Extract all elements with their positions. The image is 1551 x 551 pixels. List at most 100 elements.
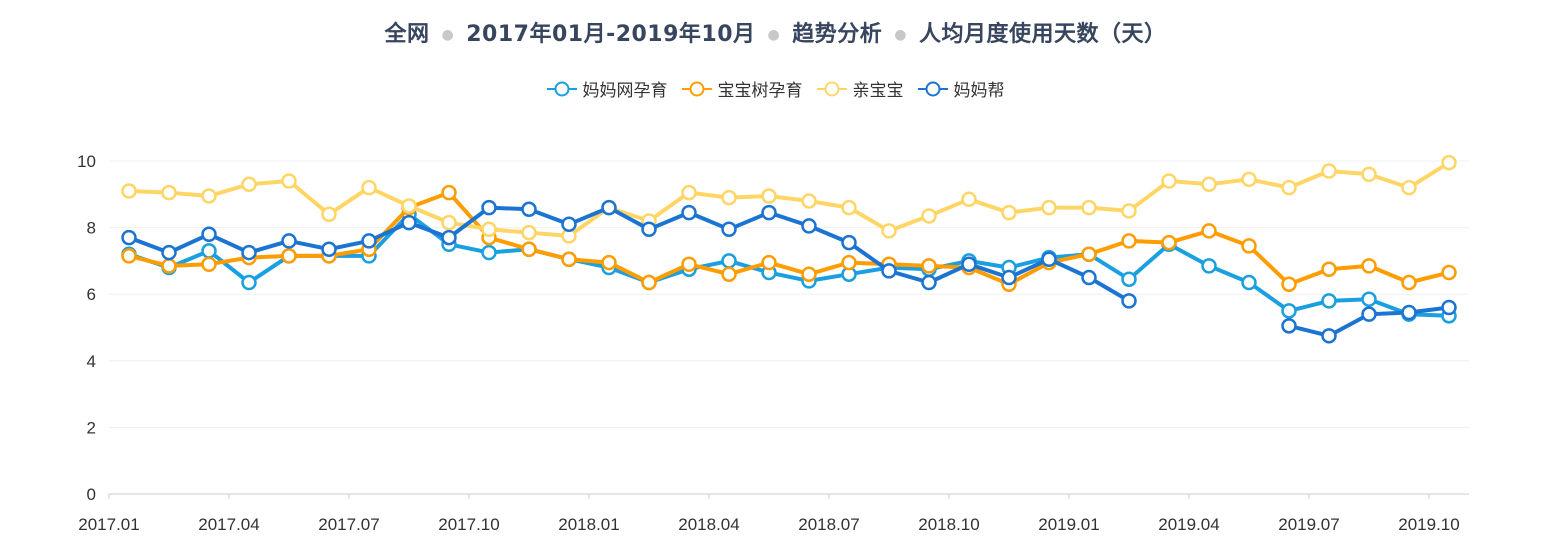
data-point [561, 251, 577, 267]
data-point [441, 214, 457, 231]
data-point [401, 214, 417, 231]
series-2 [121, 154, 1457, 244]
legend-label: 宝宝树孕育 [717, 81, 803, 101]
series-line [128, 212, 1450, 318]
data-point [281, 233, 297, 249]
data-point [481, 199, 497, 216]
legend-label: 亲宝宝 [852, 81, 904, 101]
data-point [721, 221, 737, 238]
data-point [281, 173, 297, 189]
data-point [681, 184, 697, 201]
data-point [561, 216, 577, 233]
data-point [761, 204, 777, 221]
legend-marker-icon [917, 81, 948, 96]
y-tick-label: 6 [87, 285, 96, 304]
data-point [1161, 173, 1177, 189]
series-line [128, 161, 1451, 238]
data-point [721, 253, 737, 269]
data-point [521, 224, 537, 241]
data-point [1081, 246, 1097, 262]
data-point [841, 234, 857, 251]
data-point [1281, 276, 1297, 292]
data-point [1401, 179, 1417, 196]
data-point [1081, 269, 1097, 286]
data-point [1281, 303, 1297, 319]
data-point [1441, 264, 1457, 281]
chart-title: 全网 ● 2017年01月-2019年10月 ● 趋势分析 ● 人均月度使用天数（天） [0, 16, 1551, 48]
x-tick-label: 2017.10 [438, 515, 499, 534]
data-point [201, 256, 217, 272]
legend-marker-icon [546, 81, 577, 96]
data-point [601, 199, 617, 216]
data-point [721, 266, 737, 282]
y-tick-label: 4 [87, 352, 96, 371]
series-line [128, 205, 1450, 338]
data-point [1281, 179, 1297, 196]
data-point [1321, 328, 1337, 344]
legend-item-3[interactable]: 妈妈帮 [917, 76, 1005, 101]
data-point [1321, 293, 1337, 309]
data-point [841, 199, 857, 216]
data-point [201, 243, 217, 259]
data-point [361, 233, 377, 249]
legend-label: 妈妈网孕育 [582, 81, 668, 101]
x-tick-label: 2019.07 [1278, 515, 1339, 534]
x-tick-label: 2019.10 [1398, 515, 1459, 534]
data-point [321, 241, 337, 257]
x-tick-label: 2017.07 [318, 515, 379, 534]
data-point [241, 176, 257, 193]
data-point [641, 221, 657, 238]
data-point [1441, 299, 1457, 316]
data-point [281, 248, 297, 264]
x-tick-label: 2018.04 [678, 515, 739, 534]
series-line [128, 190, 1450, 287]
x-tick-label: 2018.01 [558, 515, 619, 534]
data-point [521, 241, 537, 257]
data-point [961, 191, 977, 208]
x-tick-label: 2017.04 [198, 515, 259, 534]
x-tick-label: 2018.10 [918, 515, 979, 534]
data-point [801, 218, 817, 234]
data-point [1241, 238, 1257, 254]
data-point [761, 254, 777, 271]
data-point [321, 206, 337, 223]
data-point [121, 183, 137, 199]
data-point [201, 188, 217, 204]
x-tick-label: 2019.01 [1038, 515, 1099, 534]
data-point [1121, 203, 1137, 219]
data-point [921, 258, 937, 274]
legend-item-2[interactable]: 亲宝宝 [816, 76, 904, 101]
title-scope: 全网 [384, 22, 430, 47]
data-point [361, 179, 377, 196]
data-point [881, 263, 897, 279]
legend-item-1[interactable]: 宝宝树孕育 [681, 76, 803, 101]
data-point [1041, 199, 1057, 216]
data-point [201, 226, 217, 243]
title-period: 2017年01月-2019年10月 [466, 22, 756, 47]
data-point [1281, 318, 1297, 334]
data-point [241, 244, 257, 261]
data-point [921, 274, 937, 291]
legend-item-0[interactable]: 妈妈网孕育 [546, 76, 668, 101]
data-point [161, 184, 177, 201]
data-point [481, 221, 497, 238]
title-metric: 人均月度使用天数（天） [919, 22, 1167, 47]
data-point [401, 198, 417, 214]
data-point [681, 204, 697, 221]
data-point [1401, 304, 1417, 321]
data-point [681, 256, 697, 272]
data-point [1201, 176, 1217, 193]
data-point [1161, 234, 1177, 251]
data-point [841, 254, 857, 271]
data-point [1361, 291, 1377, 307]
data-point [761, 188, 777, 204]
data-point [1041, 251, 1057, 267]
title-separator: ● [894, 27, 907, 43]
title-separator: ● [767, 27, 781, 43]
data-point [161, 258, 177, 274]
data-point [641, 274, 657, 291]
data-point [721, 189, 737, 206]
title-separator: ● [441, 27, 455, 43]
legend-marker-icon [816, 81, 847, 96]
